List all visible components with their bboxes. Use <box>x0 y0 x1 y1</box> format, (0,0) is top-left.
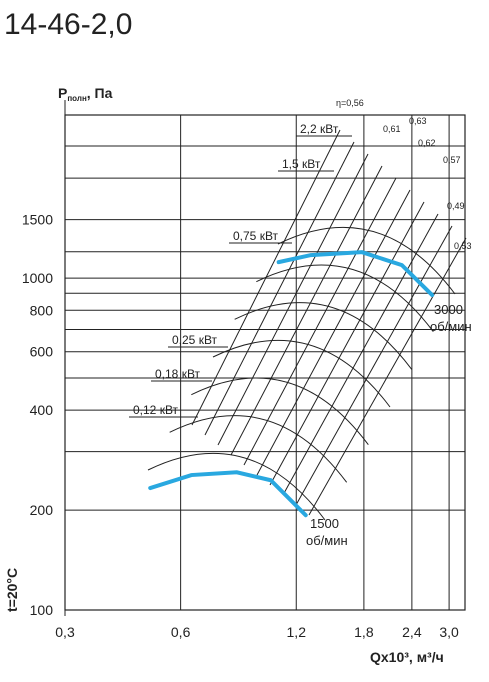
condition-label: t=20°C <box>4 568 20 612</box>
x-tick-label: 1,8 <box>354 624 374 640</box>
efficiency-line <box>204 141 355 436</box>
speed-arc <box>234 302 413 370</box>
plot-frame <box>64 114 466 611</box>
y-label-unit: , Па <box>87 85 113 101</box>
power-label: 0,18 кВт <box>155 367 201 381</box>
speed-arc <box>256 264 434 332</box>
efficiency-label: 0,61 <box>383 124 401 134</box>
efficiency-line <box>269 201 425 486</box>
performance-curve <box>276 250 435 298</box>
y-tick-label: 1000 <box>22 270 53 286</box>
y-tick-label: 100 <box>30 602 54 618</box>
x-axis-label: Qx10³, м³/ч <box>370 649 444 665</box>
x-tick-label: 2,4 <box>402 624 422 640</box>
x-tick-label: 1,2 <box>287 624 307 640</box>
power-label: 2,2 кВт <box>300 122 339 136</box>
efficiency-line <box>217 153 369 446</box>
y-label-subscript: полн <box>67 94 87 103</box>
x-tick-label: 0,6 <box>171 624 191 640</box>
chart-title: 14-46-2,0 <box>4 8 132 41</box>
speed-arc <box>277 226 456 295</box>
efficiency-line <box>256 189 411 476</box>
y-tick-label: 600 <box>30 344 54 360</box>
speed-label: об/мин <box>306 533 348 548</box>
efficiency-line <box>308 237 467 516</box>
y-tick-label: 200 <box>30 502 54 518</box>
speed-label: 3000 <box>434 302 463 317</box>
efficiency-label: η=0,56 <box>336 98 364 108</box>
efficiency-line <box>230 165 383 456</box>
efficiency-label: 0,62 <box>418 138 436 148</box>
y-label-symbol: P <box>58 85 67 101</box>
power-label: 0,75 кВт <box>233 229 279 243</box>
x-tick-label: 3,0 <box>439 624 459 640</box>
speed-arc <box>191 377 369 445</box>
y-tick-label: 400 <box>30 402 54 418</box>
speed-arc <box>169 415 348 483</box>
speed-arc <box>147 452 326 521</box>
speed-label: 1500 <box>310 516 339 531</box>
efficiency-label: 0,53 <box>454 241 472 251</box>
efficiency-label: 0,49 <box>447 201 465 211</box>
efficiency-line <box>295 225 453 506</box>
efficiency-label: 0,57 <box>443 155 461 165</box>
performance-curve <box>148 470 308 518</box>
efficiency-line <box>243 177 397 466</box>
efficiency-label: 0,63 <box>409 116 427 126</box>
y-axis-label: Pполн, Па <box>58 85 113 103</box>
x-tick-label: 0,3 <box>55 624 75 640</box>
power-label: 0,12 кВт <box>133 403 179 417</box>
speed-label: об/мин <box>430 319 472 334</box>
efficiency-line <box>282 213 439 496</box>
y-tick-label: 800 <box>30 302 54 318</box>
y-tick-label: 1500 <box>22 212 53 228</box>
power-label: 0,25 кВт <box>172 333 218 347</box>
power-label: 1,5 кВт <box>282 157 321 171</box>
speed-arc <box>212 339 391 408</box>
